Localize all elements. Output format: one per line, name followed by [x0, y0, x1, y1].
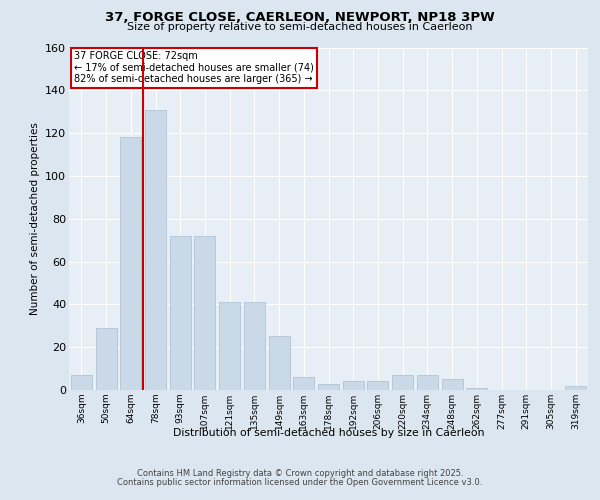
Bar: [343, 382, 364, 390]
Bar: [442, 380, 463, 390]
Bar: [95, 328, 116, 390]
Y-axis label: Number of semi-detached properties: Number of semi-detached properties: [29, 122, 40, 315]
Bar: [145, 110, 166, 390]
Bar: [392, 375, 413, 390]
Bar: [120, 138, 141, 390]
Text: Distribution of semi-detached houses by size in Caerleon: Distribution of semi-detached houses by …: [173, 428, 485, 438]
Text: 37, FORGE CLOSE, CAERLEON, NEWPORT, NP18 3PW: 37, FORGE CLOSE, CAERLEON, NEWPORT, NP18…: [105, 11, 495, 24]
Bar: [244, 302, 265, 390]
Bar: [194, 236, 215, 390]
Bar: [318, 384, 339, 390]
Text: Size of property relative to semi-detached houses in Caerleon: Size of property relative to semi-detach…: [127, 22, 473, 32]
Bar: [417, 375, 438, 390]
Bar: [565, 386, 586, 390]
Text: 37 FORGE CLOSE: 72sqm
← 17% of semi-detached houses are smaller (74)
82% of semi: 37 FORGE CLOSE: 72sqm ← 17% of semi-deta…: [74, 51, 314, 84]
Bar: [367, 382, 388, 390]
Bar: [293, 377, 314, 390]
Text: Contains HM Land Registry data © Crown copyright and database right 2025.: Contains HM Land Registry data © Crown c…: [137, 469, 463, 478]
Text: Contains public sector information licensed under the Open Government Licence v3: Contains public sector information licen…: [118, 478, 482, 487]
Bar: [71, 375, 92, 390]
Bar: [466, 388, 487, 390]
Bar: [219, 302, 240, 390]
Bar: [170, 236, 191, 390]
Bar: [269, 336, 290, 390]
